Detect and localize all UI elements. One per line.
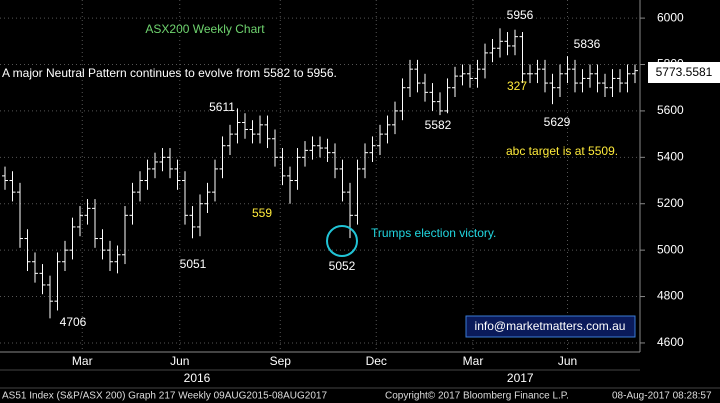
x-tick-label: Mar bbox=[463, 354, 484, 368]
x-year-label: 2017 bbox=[507, 371, 534, 385]
footer: Copyright© 2017 Bloomberg Finance L.P. bbox=[385, 391, 569, 402]
y-tick-label: 4800 bbox=[657, 289, 684, 303]
y-tick-label: 6000 bbox=[657, 10, 684, 24]
x-tick-label: Dec bbox=[366, 354, 387, 368]
last-price: 5773.5581 bbox=[656, 65, 713, 79]
footer: 08-Aug-2017 08:28:57 bbox=[612, 391, 712, 402]
x-tick-label: Jun bbox=[558, 354, 577, 368]
y-tick-label: 4600 bbox=[657, 335, 684, 349]
annotation: abc target is at 5509. bbox=[506, 144, 618, 158]
email: info@marketmatters.com.au bbox=[475, 319, 626, 333]
y-tick-label: 5800 bbox=[657, 57, 684, 71]
subtitle: A major Neutral Pattern continues to evo… bbox=[2, 66, 337, 80]
email-box bbox=[465, 315, 636, 338]
y-tick-label: 5600 bbox=[657, 103, 684, 117]
highlight-circle bbox=[326, 225, 358, 257]
bars bbox=[2, 28, 638, 319]
annotation: 4706 bbox=[60, 315, 87, 329]
x-tick-label: Sep bbox=[270, 354, 292, 368]
annotation: Trumps election victory. bbox=[371, 226, 496, 240]
annotation: 5051 bbox=[180, 257, 207, 271]
annotation: 559 bbox=[252, 206, 272, 220]
y-tick-label: 5400 bbox=[657, 149, 684, 163]
annotation: 5836 bbox=[574, 37, 601, 51]
annotation: 5629 bbox=[544, 115, 571, 129]
x-year-label: 2016 bbox=[184, 371, 211, 385]
x-tick-label: Mar bbox=[72, 354, 93, 368]
x-tick-label: Jun bbox=[170, 354, 189, 368]
last-price-box bbox=[648, 62, 720, 83]
chart-title: ASX200 Weekly Chart bbox=[145, 22, 265, 36]
annotation: 5582 bbox=[425, 118, 452, 132]
y-tick-label: 5000 bbox=[657, 242, 684, 256]
annotation: 5052 bbox=[329, 259, 356, 273]
annotation: 5956 bbox=[507, 8, 534, 22]
footer: AS51 Index (S&P/ASX 200) Graph 217 Weekl… bbox=[2, 391, 327, 402]
annotation: 5611 bbox=[209, 100, 235, 114]
y-tick-label: 5200 bbox=[657, 196, 684, 210]
annotation: 327 bbox=[507, 79, 527, 93]
